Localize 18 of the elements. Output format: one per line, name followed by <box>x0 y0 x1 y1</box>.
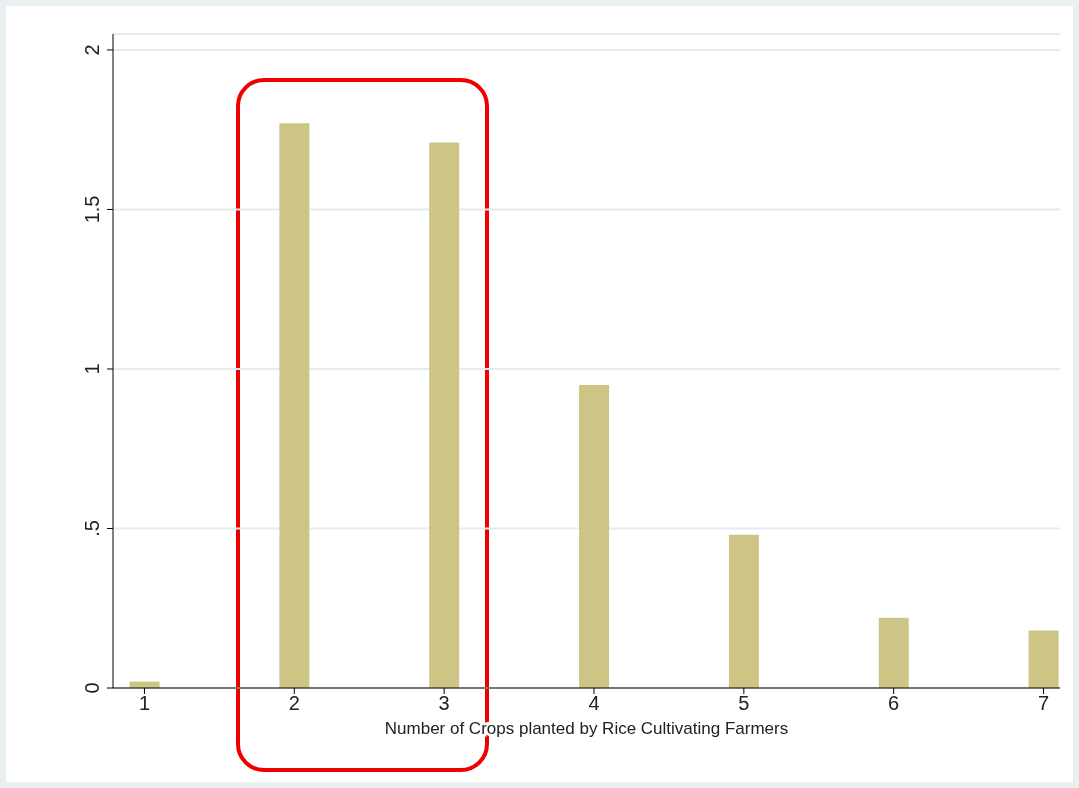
bar <box>1028 630 1059 688</box>
x-tick-label: 5 <box>738 692 750 715</box>
bar <box>878 617 909 688</box>
y-tick-label: 2 <box>81 44 103 56</box>
bar <box>728 534 759 688</box>
y-tick-label: 1 <box>81 363 103 375</box>
bar <box>429 142 460 688</box>
bar <box>579 384 610 688</box>
bar <box>279 123 310 688</box>
x-tick-label: 4 <box>588 692 600 715</box>
x-tick-label: 6 <box>888 692 900 715</box>
y-tick-label: 1.5 <box>81 195 103 224</box>
x-tick-label: 7 <box>1037 692 1050 715</box>
y-tick-label: .5 <box>81 520 103 537</box>
y-tick-label: 0 <box>81 682 103 694</box>
x-tick-label: 1 <box>138 692 151 715</box>
x-tick-label: 2 <box>288 692 300 715</box>
x-tick-label: 3 <box>438 692 450 715</box>
